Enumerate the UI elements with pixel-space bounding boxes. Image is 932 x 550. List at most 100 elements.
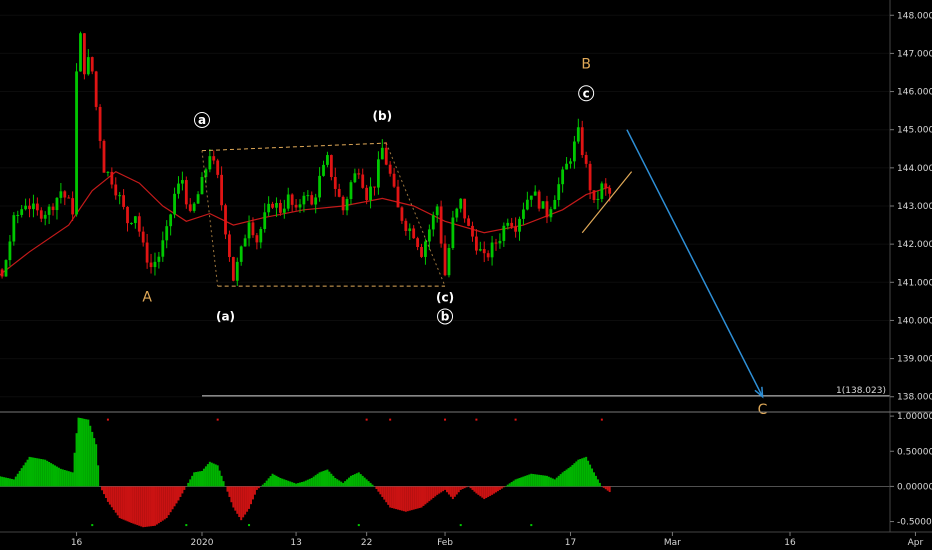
candle-body: [130, 223, 133, 225]
candle-body: [294, 204, 298, 208]
candle-body: [192, 203, 196, 211]
candle-body: [118, 195, 122, 197]
price-tick-label: 142.000: [897, 240, 932, 250]
candle-body: [353, 173, 357, 183]
candle-body: [39, 210, 43, 219]
candle-body: [16, 214, 20, 216]
time-tick-label: 13: [290, 538, 301, 548]
candle-body: [529, 195, 533, 200]
candle-body: [271, 203, 274, 208]
candle-body: [522, 209, 525, 219]
candle-body: [149, 262, 153, 268]
oscillator-tick-label: 0.50000: [897, 447, 932, 457]
candle-body: [357, 173, 361, 175]
wave-label-pbp: (b): [373, 109, 393, 123]
candle-body: [75, 71, 78, 215]
candle-body: [302, 195, 306, 205]
candle-body: [94, 71, 98, 107]
time-tick-label: 17: [565, 538, 576, 548]
candle-body: [314, 197, 318, 205]
candle-body: [408, 228, 412, 231]
candle-body: [506, 222, 510, 226]
candle-body: [365, 187, 369, 201]
target-label: 1(138.023): [836, 386, 886, 396]
channel-lines: [201, 142, 633, 287]
candle-body: [282, 208, 286, 213]
candle-body: [341, 196, 345, 211]
candle-body: [322, 164, 325, 176]
candle-body: [525, 199, 529, 210]
candle-body: [608, 188, 612, 194]
price-tick-label: 143.000: [897, 202, 932, 212]
candle-body: [235, 261, 239, 281]
oscillator-signal-dot: [106, 418, 109, 421]
candle-body: [576, 127, 580, 142]
candle-body: [298, 204, 302, 208]
candle-body: [377, 159, 380, 188]
candle-body: [373, 186, 376, 188]
candle-body: [188, 204, 192, 211]
candle-body: [286, 194, 290, 209]
candle-body: [204, 169, 208, 177]
annotations: 1(138.023) Aa (b) (a) (c) b Bc C: [142, 57, 890, 418]
candle-body: [396, 186, 400, 208]
candle-body: [557, 184, 561, 200]
wave-label-A: A: [142, 289, 152, 305]
oscillator-signal-dot: [185, 524, 188, 527]
candle-body: [0, 269, 4, 277]
candle-body: [392, 173, 396, 187]
candle-body: [255, 235, 259, 243]
candle-body: [251, 222, 255, 236]
oscillator-signal-dot: [365, 418, 368, 421]
candle-body: [545, 201, 549, 218]
candle-body: [157, 256, 161, 262]
candle-body: [184, 180, 188, 205]
time-tick-label: Mar: [664, 538, 681, 548]
candle-body: [79, 33, 82, 72]
oscillator-tick-label: 1.00000: [897, 412, 932, 422]
candle-body: [584, 155, 588, 164]
candle-body: [106, 171, 110, 173]
candle-body: [212, 156, 216, 161]
candle-body: [161, 240, 165, 257]
price-tick-label: 144.000: [897, 164, 932, 174]
candle-body: [380, 147, 384, 160]
oscillator-panel: [0, 417, 890, 528]
candle-body: [349, 182, 353, 200]
candle-body: [220, 174, 223, 206]
candle-body: [137, 216, 141, 232]
candle-body: [86, 57, 90, 75]
candle-body: [467, 218, 470, 226]
candle-body: [224, 205, 227, 235]
candle-body: [384, 147, 388, 165]
candle-body: [306, 195, 310, 197]
candle-body: [55, 197, 59, 211]
wave-label-a: a: [198, 113, 206, 127]
candle-body: [141, 231, 145, 243]
oscillator-signal-dot: [475, 418, 478, 421]
wave-label-circle: [578, 85, 595, 102]
candle-body: [580, 127, 584, 156]
candle-body: [259, 228, 263, 243]
candle-body: [231, 257, 235, 281]
candle-body: [67, 197, 71, 199]
candle-body: [35, 203, 39, 211]
wave-label-B: B: [581, 57, 591, 73]
candle-body: [310, 195, 314, 205]
projection-arrow-head: [754, 386, 764, 399]
candle-body: [98, 106, 102, 141]
candle-body: [482, 249, 486, 254]
candle-body: [133, 216, 137, 224]
time-tick-label: 22: [361, 538, 372, 548]
candle-body: [173, 193, 176, 215]
oscillator-signal-dot: [357, 524, 360, 527]
candle-body: [326, 155, 329, 165]
candle-body: [12, 215, 16, 242]
oscillator-signal-dot: [600, 418, 603, 421]
moving-average-path: [0, 170, 610, 276]
oscillator-signal-dot: [514, 418, 517, 421]
candle-body: [110, 171, 114, 185]
candle-body: [329, 155, 333, 177]
